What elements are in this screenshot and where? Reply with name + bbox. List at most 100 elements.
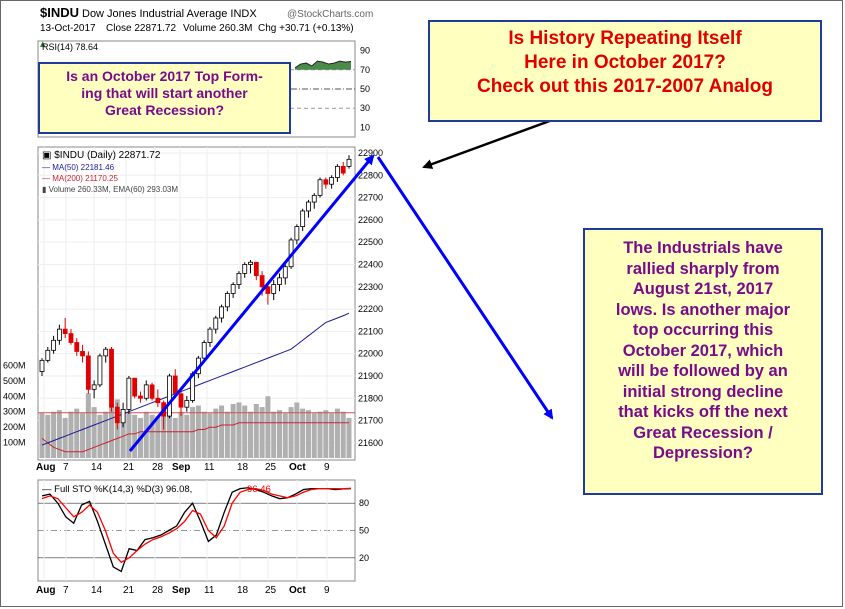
commentary-line: Great Recession /: [633, 423, 773, 442]
volume-bar: [329, 413, 335, 458]
candle-body: [271, 284, 277, 294]
candle-body: [294, 226, 300, 241]
price-legend-title: ▣ $INDU (Daily) 22871.72: [42, 150, 161, 161]
candle-body: [346, 158, 352, 167]
rsi-overbought-fill: [295, 61, 351, 70]
volume-bar: [323, 410, 329, 458]
volume-bar: [242, 405, 248, 458]
volume-bar: [85, 393, 91, 458]
volume-bar: [271, 411, 277, 458]
candle-body: [300, 210, 306, 227]
price-tick-label: 21900: [358, 371, 383, 381]
volume-bar: [172, 417, 178, 458]
volume-bar: [143, 411, 149, 458]
candle-body: [323, 179, 329, 185]
volume-bar: [276, 410, 282, 458]
commentary-line: initial strong decline: [622, 382, 784, 401]
volume-bar: [219, 405, 225, 458]
volume-bar: [103, 411, 109, 458]
sto-x-label: 9: [324, 585, 330, 596]
candle-body: [68, 333, 74, 343]
candle-body: [259, 275, 265, 288]
rsi-line: [294, 60, 352, 69]
volume-bar: [230, 404, 236, 458]
candle-body: [306, 201, 311, 212]
commentary-line: lows. Is another major: [615, 300, 791, 319]
commentary-line: August 21st, 2017: [632, 280, 774, 298]
volume-bar: [166, 410, 172, 458]
volume-tick-label: 400M: [3, 391, 26, 401]
volume-bar: [259, 407, 265, 458]
close-label: Close 22871.72: [106, 23, 176, 34]
candle-body: [172, 375, 178, 395]
stochastic-panel: 80 50 20 Aug 7 14 21 28 Sep 11 18 25 Oct 9 — Full STO …: [36, 479, 369, 596]
sto-x-label: 25: [265, 585, 277, 596]
rsi-tick-label: 10: [360, 122, 370, 132]
volume-bar: [155, 416, 161, 458]
volume-bar: [340, 411, 346, 458]
sto-x-label: 18: [237, 585, 249, 596]
candle-body: [340, 165, 346, 174]
candle-body: [97, 355, 103, 386]
sto-d-line: [41, 487, 352, 564]
volume-bar: [149, 414, 155, 458]
ma50-line: [41, 312, 350, 446]
price-tick-label: 22700: [358, 193, 383, 203]
sto-x-label: 11: [204, 585, 215, 596]
sto-d-value: 96.46: [247, 484, 271, 495]
price-x-label: Oct: [289, 462, 306, 473]
candle-body: [236, 272, 242, 285]
rsi-tick-label: 70: [360, 65, 370, 75]
volume-bar: [213, 408, 219, 458]
volume-bar: [97, 414, 103, 458]
candle-body: [253, 261, 259, 277]
candle-body: [265, 286, 271, 294]
sto-tick-label: 80: [359, 498, 369, 508]
ma50-legend: — MA(50) 22181.46: [42, 163, 115, 172]
candle-body: [335, 165, 340, 178]
headline-line: Check out this 2017-2007 Analog: [476, 76, 773, 97]
price-tick-label: 22300: [358, 282, 383, 292]
sto-x-label: 21: [123, 585, 135, 596]
question-line: Great Recession?: [104, 102, 225, 118]
volume-bar: [74, 408, 80, 458]
candle-body: [132, 377, 138, 397]
sto-x-label: Sep: [172, 585, 190, 596]
candle-body: [114, 406, 120, 424]
source-label: @StockCharts.com: [287, 9, 373, 20]
headline-line: Here in October 2017?: [524, 52, 726, 73]
candle-body: [167, 375, 172, 417]
candle-body: [282, 266, 288, 279]
candle-body: [277, 277, 282, 285]
volume-bar: [207, 413, 213, 458]
headline-line: Is History Repeating Itself: [508, 28, 742, 49]
rsi-tick-label: 90: [360, 46, 370, 56]
volume-bar: [288, 407, 294, 458]
volume-tick-label: 200M: [3, 422, 26, 432]
volume-bar: [91, 407, 97, 458]
price-tick-label: 22000: [358, 349, 383, 359]
commentary-line: The Industrials have: [623, 239, 783, 257]
volume-bar: [201, 411, 207, 458]
price-tick-label: 22800: [358, 170, 383, 180]
rsi-tick-label: 30: [360, 103, 370, 113]
candle-body: [91, 384, 97, 390]
sto-x-label: Aug: [36, 585, 55, 596]
candle-body: [80, 351, 85, 357]
price-x-label: 28: [152, 462, 164, 473]
candle-body: [155, 397, 161, 404]
price-x-label: 11: [204, 462, 215, 473]
price-panel: 22900 22800 22700 22600 22500 22400 22300 22200…: [3, 146, 383, 473]
candle-body: [329, 177, 335, 185]
price-tick-label: 21700: [358, 416, 383, 426]
volume-bar: [190, 407, 196, 458]
candle-body: [224, 293, 230, 308]
candle-body: [74, 342, 80, 352]
volume-bar: [68, 411, 74, 458]
sto-tick-label: 20: [359, 553, 369, 563]
volume-bar: [39, 413, 45, 458]
price-tick-label: 21600: [358, 438, 383, 448]
price-tick-label: 22900: [358, 148, 383, 158]
volume-tick-label: 100M: [3, 438, 26, 448]
volume-legend: ▮ Volume 260.33M, EMA(60) 293.03M: [42, 185, 178, 194]
